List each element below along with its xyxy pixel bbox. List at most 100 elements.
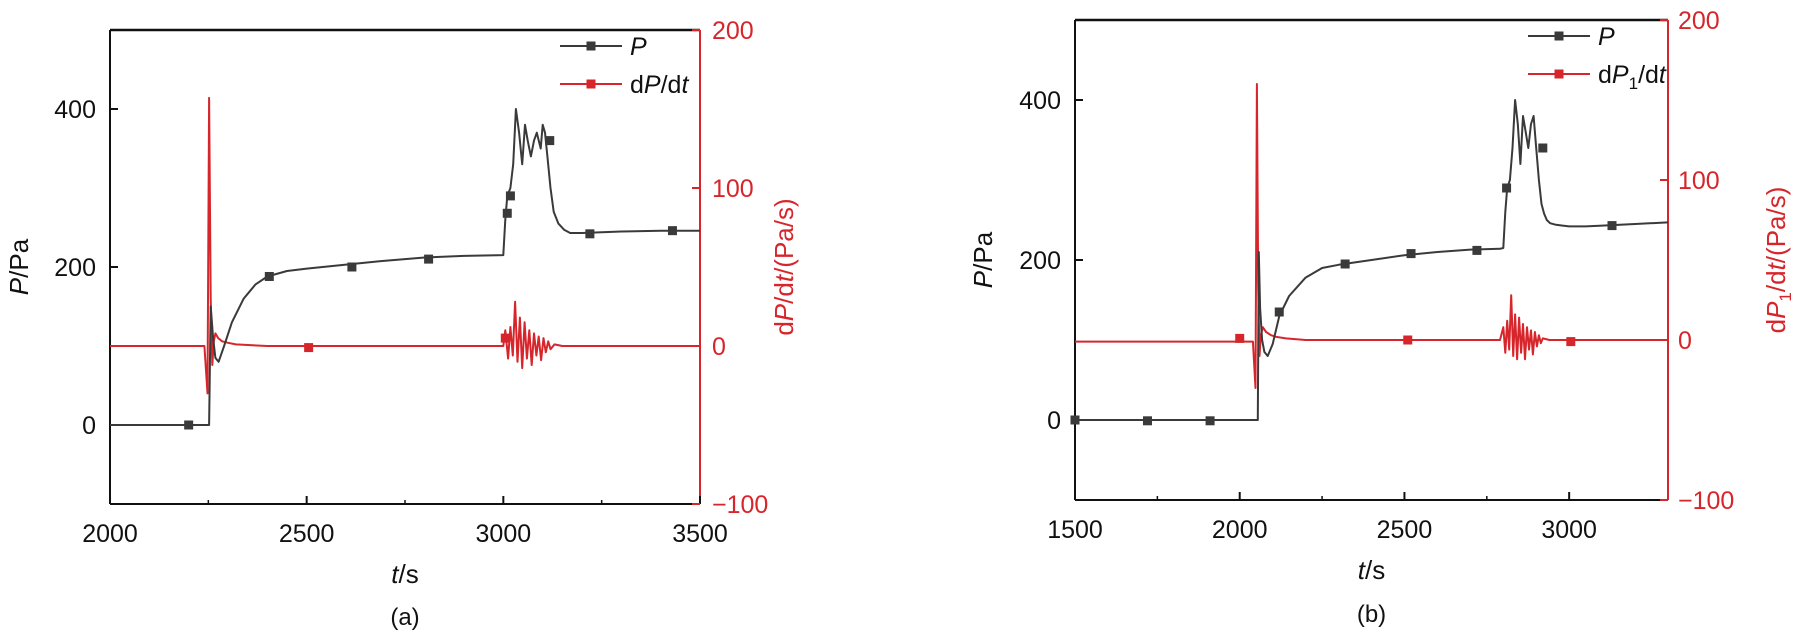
right-y-axis-title-unit: /(Pa/s) — [769, 198, 799, 275]
right-y-tick-label: 200 — [1678, 7, 1720, 35]
x-axis-title-unit: /s — [399, 559, 419, 589]
panel-label: (a) — [390, 604, 419, 631]
left-y-axis-title-var: P — [968, 270, 998, 288]
panel-a: 2000 2500 3000 3500 0 200 400 −100 0 100 200 t/s P/P… — [4, 17, 799, 631]
legend-label-var: P — [1598, 23, 1615, 51]
right-y-axis-title-var: P — [1761, 301, 1791, 319]
series-marker-pressure — [184, 420, 194, 430]
series-marker-derivative — [1403, 335, 1413, 345]
right-y-axis-title-slash: /d — [1761, 270, 1791, 292]
legend-label-var: P — [1612, 61, 1629, 89]
series-marker-pressure — [1274, 307, 1284, 317]
legend-label-slash: /d — [1638, 61, 1659, 89]
legend-entry-pressure: P — [560, 33, 647, 61]
right-y-tick-label: 200 — [712, 17, 754, 45]
left-y-tick-label: 400 — [54, 96, 96, 124]
legend-entry-derivative: dP/dt — [560, 71, 689, 99]
left-y-axis-title: P/Pa — [4, 238, 34, 295]
x-axis-title-var: t — [1358, 555, 1367, 585]
left-y-tick-label: 0 — [82, 412, 96, 440]
series-marker-pressure — [264, 271, 274, 281]
legend-label-var: P — [644, 71, 661, 99]
x-axis-title-var: t — [391, 559, 400, 589]
legend-label-d: d — [1598, 61, 1612, 89]
series-marker-pressure — [502, 208, 512, 218]
legend-marker — [1554, 69, 1564, 79]
x-tick-label: 3000 — [1541, 516, 1597, 544]
legend-entry-pressure: P — [1528, 23, 1615, 51]
legend-label: P — [630, 33, 647, 61]
right-y-tick-label: 100 — [712, 175, 754, 203]
right-y-tick-label: −100 — [712, 491, 768, 519]
right-y-axis-title-d: d — [1761, 319, 1791, 333]
right-y-tick-label: 100 — [1678, 167, 1720, 195]
series-marker-pressure — [347, 262, 357, 272]
x-tick-label: 3000 — [476, 520, 532, 548]
x-axis-title-unit: /s — [1365, 555, 1385, 585]
series-marker-pressure — [585, 229, 595, 239]
legend-marker — [586, 79, 596, 89]
series-marker-derivative — [304, 343, 314, 353]
series-marker-pressure — [1070, 415, 1080, 425]
legend-entry-derivative: dP1/dt — [1528, 61, 1667, 93]
series-marker-pressure — [1538, 143, 1548, 153]
series-marker-pressure — [1340, 259, 1350, 269]
series-marker-pressure — [667, 226, 677, 236]
legend-label-slash: /d — [661, 71, 682, 99]
left-y-axis-title: P/Pa — [968, 231, 998, 288]
panel-b: 1500 2000 2500 3000 0 200 400 −100 0 100 200 t/s P/P… — [968, 7, 1795, 628]
series-marker-derivative — [1566, 337, 1576, 347]
series-marker-derivative — [500, 333, 510, 343]
right-y-axis-title-unit: /(Pa/s) — [1761, 187, 1791, 264]
series-marker-pressure — [545, 136, 555, 146]
x-axis-title: t/s — [1358, 555, 1385, 585]
legend-label: P — [1598, 23, 1615, 51]
right-y-axis-title-sub: 1 — [1776, 292, 1795, 301]
legend-label-var: P — [630, 33, 647, 61]
legend-label-var2: t — [681, 71, 689, 99]
legend-label-var2: t — [1659, 61, 1667, 89]
series-marker-derivative — [1235, 333, 1245, 343]
x-tick-label: 2000 — [1212, 516, 1268, 544]
right-y-axis-title: dP1/dt/(Pa/s) — [1761, 187, 1795, 334]
series-marker-pressure — [1406, 249, 1416, 259]
series-line-derivative — [110, 96, 700, 395]
left-y-axis-title-var: P — [4, 277, 34, 295]
series-marker-pressure — [1472, 245, 1482, 255]
left-y-tick-label: 200 — [54, 254, 96, 282]
legend-label-d: d — [630, 71, 644, 99]
x-tick-label: 2500 — [279, 520, 335, 548]
right-y-axis-title-var2: t — [1761, 261, 1791, 270]
right-y-tick-label: 0 — [1678, 327, 1692, 355]
panel-label: (b) — [1357, 601, 1386, 628]
series-marker-pressure — [1142, 416, 1152, 426]
left-y-tick-label: 400 — [1019, 87, 1061, 115]
series-line-derivative — [1075, 83, 1668, 389]
right-y-axis-title: dP/dt/(Pa/s) — [769, 198, 799, 335]
left-y-axis-title-unit: /Pa — [4, 238, 34, 278]
left-y-tick-label: 200 — [1019, 247, 1061, 275]
right-y-tick-label: −100 — [1678, 487, 1734, 515]
series-marker-pressure — [1502, 183, 1512, 193]
series-marker-pressure — [505, 191, 515, 201]
series-line-pressure — [1075, 99, 1669, 421]
series-line-pressure — [110, 108, 700, 426]
x-tick-label: 3500 — [672, 520, 728, 548]
legend-marker — [1554, 31, 1564, 41]
series-marker-pressure — [1205, 416, 1215, 426]
right-y-tick-label: 0 — [712, 333, 726, 361]
legend-label: dP/dt — [630, 71, 689, 99]
right-y-axis-title-var: P — [769, 303, 799, 321]
x-axis-title: t/s — [391, 559, 418, 589]
x-tick-label: 1500 — [1047, 516, 1103, 544]
legend-label: dP1/dt — [1598, 61, 1667, 93]
series-marker-pressure — [1607, 221, 1617, 231]
series-marker-pressure — [424, 254, 434, 264]
right-y-axis-title-slash: /d — [769, 282, 799, 304]
left-y-tick-label: 0 — [1047, 407, 1061, 435]
x-tick-label: 2500 — [1377, 516, 1433, 544]
right-y-axis-title-var2: t — [769, 273, 799, 282]
legend-label-sub: 1 — [1629, 74, 1638, 93]
